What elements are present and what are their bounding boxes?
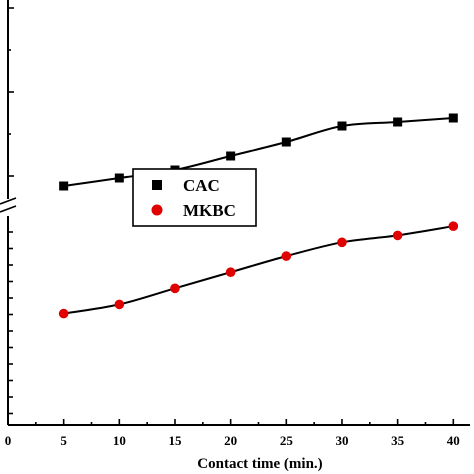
data-point-cac — [59, 181, 69, 191]
legend-label-mkbc: MKBC — [183, 201, 236, 220]
data-point-cac — [337, 121, 347, 131]
x-tick-label: 10 — [113, 433, 126, 448]
data-point-cac — [114, 173, 124, 183]
data-point-mkbc — [58, 308, 69, 319]
x-tick-label: 5 — [60, 433, 67, 448]
data-marks — [58, 113, 459, 319]
x-tick-label: 0 — [5, 433, 12, 448]
data-point-cac — [448, 113, 458, 123]
data-point-mkbc — [448, 221, 459, 231]
axis-break-mark — [0, 205, 17, 213]
legend-box — [132, 168, 257, 227]
x-axis-title: Contact time (min.) — [197, 456, 322, 472]
x-tick-label: 25 — [280, 433, 294, 448]
data-point-mkbc — [170, 283, 180, 294]
x-tick-label: 15 — [168, 433, 182, 448]
data-point-mkbc — [392, 230, 403, 241]
fit-lines — [63, 117, 454, 315]
x-tick-label: 20 — [224, 433, 237, 448]
data-point-mkbc — [281, 251, 292, 261]
legend-marker-cac — [152, 180, 162, 190]
fit-line-cac — [63, 117, 454, 187]
x-tick-label: 40 — [447, 433, 460, 448]
data-point-cac — [281, 137, 291, 147]
legend: CAC MKBC — [132, 168, 257, 227]
data-point-mkbc — [225, 267, 236, 278]
x-tick-label: 30 — [335, 433, 348, 448]
axis-break-mark — [0, 197, 17, 205]
x-tick-label: 35 — [391, 433, 405, 448]
data-point-cac — [226, 151, 236, 161]
data-point-cac — [393, 117, 403, 127]
data-point-mkbc — [337, 237, 347, 248]
data-point-mkbc — [114, 299, 125, 310]
legend-label-cac: CAC — [183, 176, 220, 195]
legend-marker-mkbc — [151, 204, 163, 216]
